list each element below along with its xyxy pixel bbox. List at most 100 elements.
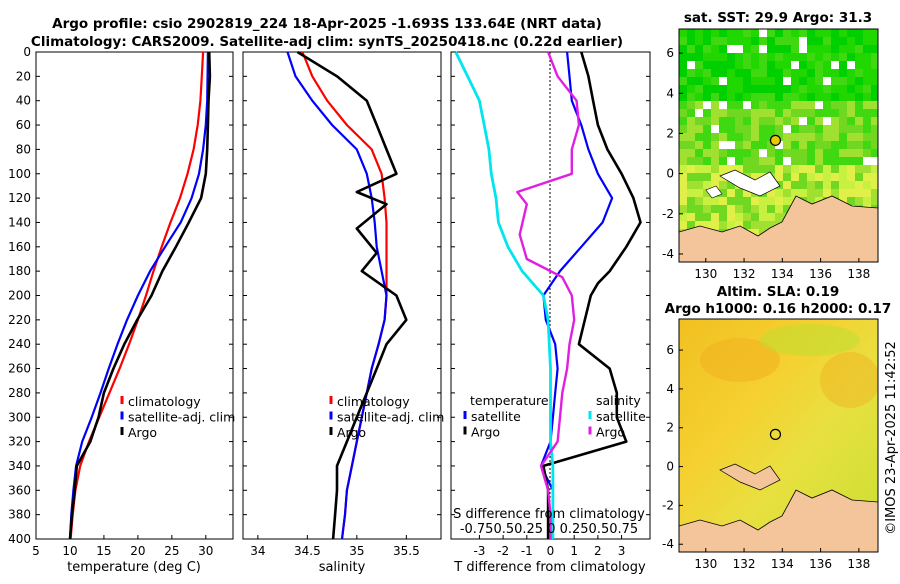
series-line-argo [68, 51, 212, 540]
cloud-gap [783, 125, 791, 133]
depth-tick-label: 320 [8, 435, 31, 449]
sst-pixel [687, 109, 695, 117]
sst-pixel [703, 125, 711, 133]
cloud-gap [863, 157, 871, 165]
sst-pixel [863, 85, 871, 93]
sst-pixel [783, 189, 791, 197]
sst-pixel [823, 53, 831, 61]
sst-pixel [815, 45, 823, 53]
depth-tick-label: 60 [16, 118, 31, 132]
sst-pixel [807, 125, 815, 133]
longitude-tick-label: 136 [809, 267, 832, 281]
sst-pixel [855, 149, 863, 157]
sst-pixel [871, 141, 878, 149]
sst-pixel [847, 141, 855, 149]
sst-pixel [703, 61, 711, 69]
sst-pixel [783, 93, 791, 101]
sst-pixel [751, 173, 759, 181]
sst-pixel [687, 53, 695, 61]
cloud-gap [719, 101, 727, 109]
sst-pixel [847, 109, 855, 117]
sst-pixel [831, 29, 839, 37]
sst-pixel [791, 165, 799, 173]
sst-pixel [863, 29, 871, 37]
temperature-panel: 0204060801001201401601802002202402602803… [8, 45, 650, 575]
sst-pixel [743, 93, 751, 101]
sst-pixel [687, 189, 695, 197]
legend-label: satellite [596, 409, 646, 424]
sst-pixel [823, 69, 831, 77]
x-tick-label: 34.5 [294, 544, 321, 558]
sst-pixel [727, 69, 735, 77]
sst-pixel [839, 133, 847, 141]
sst-pixel [871, 85, 878, 93]
sst-pixel [807, 101, 815, 109]
sst-pixel [695, 117, 703, 125]
sst-pixel [711, 205, 719, 213]
sst-pixel [823, 37, 831, 45]
sst-pixel [719, 213, 727, 221]
sst-map-panel: sat. SST: 29.9 Argo: 31.3 130 132 134 136 13… [662, 10, 879, 281]
sst-pixel [711, 29, 719, 37]
x-tick-label: 30 [198, 544, 213, 558]
sst-pixel [831, 53, 839, 61]
sst-pixel [783, 101, 791, 109]
sst-pixel [799, 173, 807, 181]
sst-pixel [775, 157, 783, 165]
longitude-tick-label: 130 [694, 267, 717, 281]
sst-pixel [839, 117, 847, 125]
sst-pixel [679, 53, 687, 61]
sst-pixel [855, 133, 863, 141]
sst-pixel [847, 93, 855, 101]
sst-pixel [687, 149, 695, 157]
sst-pixel [847, 29, 855, 37]
sst-pixel [871, 165, 878, 173]
sst-pixel [767, 189, 775, 197]
sst-pixel [799, 165, 807, 173]
sst-pixel [807, 109, 815, 117]
sst-pixel [703, 69, 711, 77]
sst-pixel [871, 29, 878, 37]
sst-pixel [703, 117, 711, 125]
difference-legend: temperature salinitysatelliteArgosatellit… [463, 393, 646, 440]
sst-pixel [839, 157, 847, 165]
sst-pixel [815, 53, 823, 61]
x-tick-label: 20 [130, 544, 145, 558]
sst-pixel [687, 45, 695, 53]
sst-pixel [815, 125, 823, 133]
sst-pixel [735, 125, 743, 133]
cloud-gap [727, 141, 735, 149]
sst-pixel [735, 165, 743, 173]
sst-pixel [831, 77, 839, 85]
sst-pixel [719, 53, 727, 61]
sst-pixel [751, 213, 759, 221]
sst-pixel [743, 29, 751, 37]
cloud-gap [831, 61, 839, 69]
sst-pixel [743, 109, 751, 117]
depth-tick-label: 220 [8, 313, 31, 327]
sst-pixel [863, 189, 871, 197]
longitude-tick-label: 136 [809, 557, 832, 571]
sst-pixel [799, 141, 807, 149]
sst-pixel [815, 165, 823, 173]
sst-pixel [687, 221, 695, 229]
sst-pixel [695, 213, 703, 221]
sst-pixel [855, 85, 863, 93]
sst-pixel [807, 61, 815, 69]
sst-pixel [687, 165, 695, 173]
sst-pixel [767, 93, 775, 101]
sst-pixel [799, 125, 807, 133]
sst-pixel [799, 69, 807, 77]
depth-tick-label: 40 [16, 94, 31, 108]
sst-pixel [807, 181, 815, 189]
sst-pixel [823, 181, 831, 189]
sst-pixel [735, 69, 743, 77]
sst-pixel [823, 29, 831, 37]
sst-pixel [839, 181, 847, 189]
sst-pixel [743, 69, 751, 77]
depth-tick-label: 360 [8, 483, 31, 497]
sst-pixel [767, 117, 775, 125]
sst-pixel [815, 117, 823, 125]
sst-pixel [719, 61, 727, 69]
sst-pixel [703, 149, 711, 157]
